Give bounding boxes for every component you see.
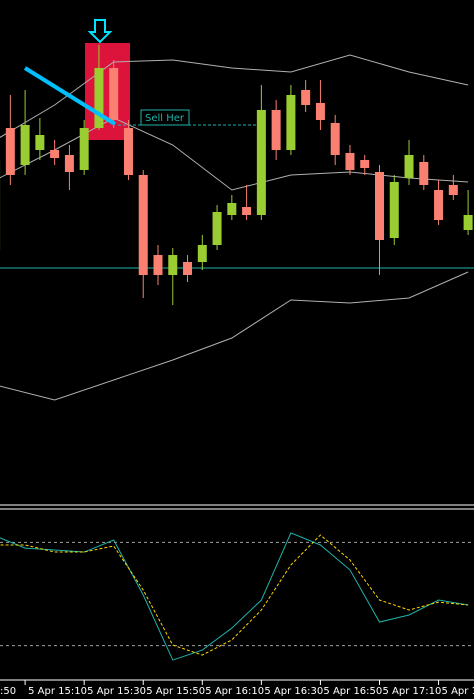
candle-body: [404, 155, 414, 178]
candle-body: [123, 128, 133, 175]
candle-body: [360, 160, 370, 168]
candle-body: [197, 245, 207, 262]
x-tick-label: 5 Apr 16:10: [205, 686, 264, 697]
candle-body: [419, 162, 429, 185]
oscillator-line: [0, 532, 469, 661]
candle-body: [50, 150, 60, 158]
candle-body: [389, 182, 399, 238]
x-tick-label: 5 Apr 15:50: [146, 686, 205, 697]
candle-body: [109, 68, 119, 120]
candle-body: [374, 172, 384, 240]
candle-body: [64, 155, 74, 172]
trend-arrow-line: [23, 66, 117, 126]
candle-body: [20, 125, 30, 165]
candle-body: [301, 90, 311, 105]
candle-body: [434, 190, 444, 220]
candle-body: [212, 212, 222, 245]
plot-layer: Sell Her: [0, 45, 474, 661]
x-tick-label: 5 Apr 15:30: [87, 686, 146, 697]
candle-body: [168, 255, 178, 275]
candle-body: [79, 128, 89, 170]
candle-body: [256, 110, 266, 215]
candle-body: [286, 95, 296, 150]
x-tick-label: 5 Apr 15:10: [28, 686, 87, 697]
candle-body: [463, 215, 473, 230]
bollinger-band: [0, 117, 469, 191]
x-tick-label: 5 Apr 16:30: [264, 686, 323, 697]
candle-body: [5, 128, 15, 175]
oscillator-line: [0, 534, 469, 656]
candle-body: [345, 153, 355, 170]
bollinger-band: [0, 271, 469, 401]
candle-body: [242, 207, 252, 215]
x-tick-label: 5 Apr 17:10: [382, 686, 441, 697]
bollinger-band: [0, 54, 469, 138]
annotation-label: Sell Her: [145, 113, 185, 124]
annotation-box: [140, 109, 190, 126]
highlight-box: [85, 43, 130, 140]
candle-body: [94, 68, 104, 128]
candle-body: [448, 185, 458, 195]
candle-body: [183, 262, 193, 275]
x-tick-label: 5 Apr 17: [442, 686, 474, 697]
candle-body: [271, 110, 281, 150]
candle-body: [35, 135, 45, 150]
down-arrow-icon: [87, 19, 113, 44]
candle-body: [315, 103, 325, 120]
candle-body: [153, 255, 163, 275]
candle-body: [227, 203, 237, 215]
candle-body: [138, 175, 148, 275]
x-tick-label: 5 Apr 16:50: [323, 686, 382, 697]
x-tick-label: :50: [0, 686, 16, 697]
candle-body: [330, 123, 340, 155]
